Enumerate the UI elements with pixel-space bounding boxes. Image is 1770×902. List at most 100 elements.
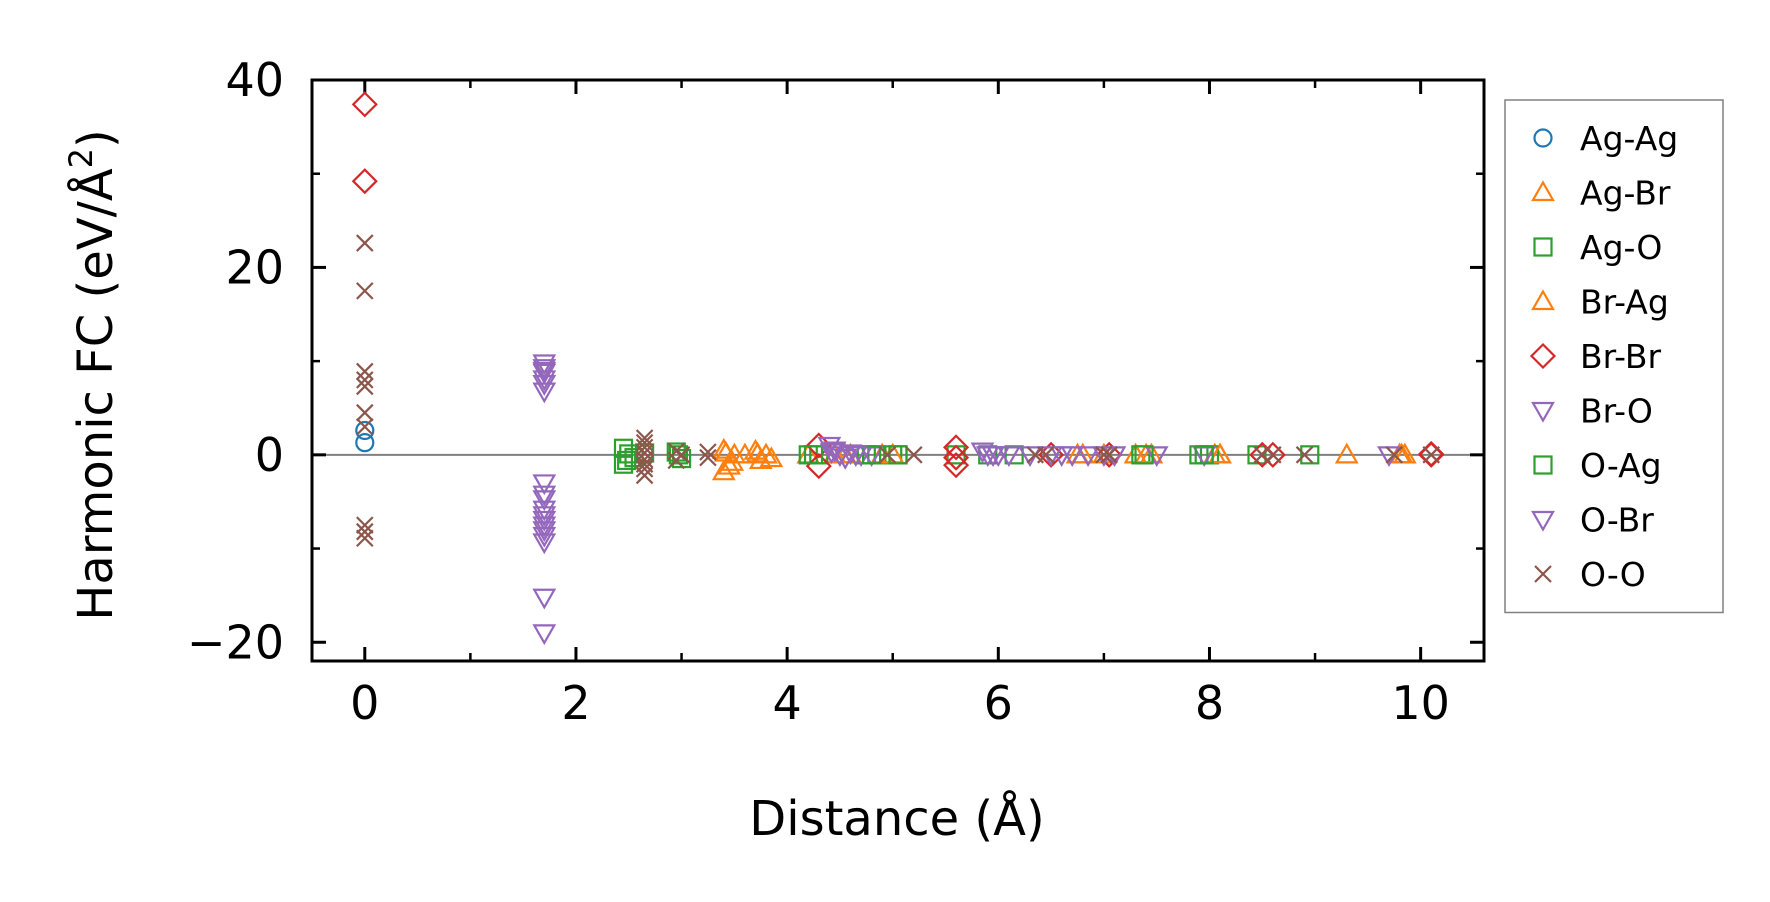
data-point — [1300, 445, 1320, 465]
data-point — [532, 500, 557, 522]
data-point — [1100, 446, 1118, 464]
data-point — [532, 516, 557, 538]
data-point — [355, 420, 375, 441]
legend-marker — [1531, 401, 1555, 423]
data-point — [356, 516, 374, 534]
series-br-br — [351, 91, 1445, 480]
data-point — [714, 440, 738, 462]
data-point — [356, 371, 374, 389]
x-tick-label: 6 — [984, 676, 1013, 730]
data-point — [356, 362, 374, 381]
data-point — [532, 533, 557, 555]
data-point — [356, 417, 374, 436]
data-point — [862, 445, 882, 465]
data-point — [745, 441, 770, 463]
data-point — [356, 282, 374, 300]
data-point — [1334, 442, 1359, 464]
data-point — [532, 588, 557, 610]
data-point — [1049, 446, 1074, 468]
y-axis-label-main: Harmonic FC (eV/Å — [67, 168, 124, 621]
data-point — [1295, 446, 1314, 464]
legend-marker — [1533, 237, 1553, 257]
data-point — [1076, 446, 1100, 468]
data-point — [617, 450, 637, 471]
data-point — [356, 377, 374, 396]
series-br-o — [532, 354, 1401, 646]
legend-label: Ag-O — [1580, 228, 1662, 267]
data-point — [699, 448, 717, 467]
data-point — [1264, 446, 1282, 464]
data-point — [1208, 442, 1232, 464]
data-point — [970, 442, 995, 464]
series-o-o — [356, 234, 1440, 548]
legend-marker — [1534, 565, 1552, 583]
data-point — [720, 450, 745, 471]
data-point — [532, 526, 557, 548]
legend-label: O-Ag — [1580, 446, 1662, 485]
x-tick-label: 2 — [561, 676, 590, 730]
y-tick-label: 40 — [225, 53, 284, 107]
y-tick-label: 0 — [255, 428, 284, 482]
data-point — [532, 510, 557, 532]
x-axis-label: Distance (Å) — [749, 790, 1044, 847]
axis-ticks — [312, 78, 1484, 661]
data-point — [635, 460, 654, 478]
data-point — [1037, 446, 1055, 464]
data-point — [803, 445, 824, 465]
data-point — [733, 442, 757, 464]
legend-label: Br-Br — [1580, 337, 1661, 376]
legend-marker — [1531, 180, 1555, 202]
data-point — [833, 449, 858, 470]
data-point — [355, 433, 375, 453]
legend-label: Br-Ag — [1580, 283, 1669, 322]
y-tick-label: 20 — [225, 240, 284, 294]
legend-marker — [1531, 289, 1555, 311]
legend-marker — [1529, 342, 1557, 370]
data-point — [888, 445, 908, 465]
y-tick-label: −20 — [187, 615, 284, 669]
x-tick-label: 4 — [772, 676, 801, 730]
data-point — [532, 506, 557, 528]
legend-label: Ag-Br — [1580, 174, 1671, 213]
data-point — [981, 446, 1005, 468]
x-tick-label: 0 — [350, 676, 379, 730]
data-points — [351, 91, 1445, 646]
data-point — [1418, 440, 1445, 467]
data-point — [843, 446, 868, 468]
data-point — [532, 485, 557, 507]
data-point — [351, 168, 378, 195]
data-point — [532, 521, 557, 543]
data-point — [878, 446, 897, 464]
data-point — [532, 370, 557, 392]
data-point — [356, 522, 374, 541]
axes-frame — [310, 78, 1486, 663]
data-point — [532, 474, 557, 496]
data-point — [1095, 446, 1113, 464]
legend-marker — [1531, 510, 1555, 532]
data-point — [635, 466, 654, 485]
data-point — [532, 359, 557, 380]
plot-frame — [310, 78, 1486, 663]
legend-label: O-O — [1580, 555, 1646, 594]
y-axis-label-superscript: 2 — [62, 148, 100, 168]
legend-marker — [1533, 128, 1553, 148]
tick-labels: 0 2 4 6 8 10 −20 0 20 40 — [187, 53, 1450, 730]
data-point — [1385, 446, 1404, 464]
data-point — [532, 624, 557, 646]
data-point — [943, 452, 970, 479]
data-point — [905, 446, 923, 464]
data-point — [351, 91, 378, 118]
data-point — [822, 441, 847, 463]
data-point — [1247, 445, 1267, 465]
data-point — [356, 234, 374, 252]
data-point — [1194, 445, 1214, 465]
data-point — [532, 375, 557, 396]
data-point — [532, 382, 557, 404]
series-ag-ag — [355, 420, 375, 453]
data-point — [699, 443, 717, 461]
data-point — [532, 361, 557, 383]
legend-label: Ag-Ag — [1580, 119, 1678, 158]
data-point — [356, 529, 374, 548]
y-axis-label: Harmonic FC (eV/Å2) — [62, 129, 124, 621]
